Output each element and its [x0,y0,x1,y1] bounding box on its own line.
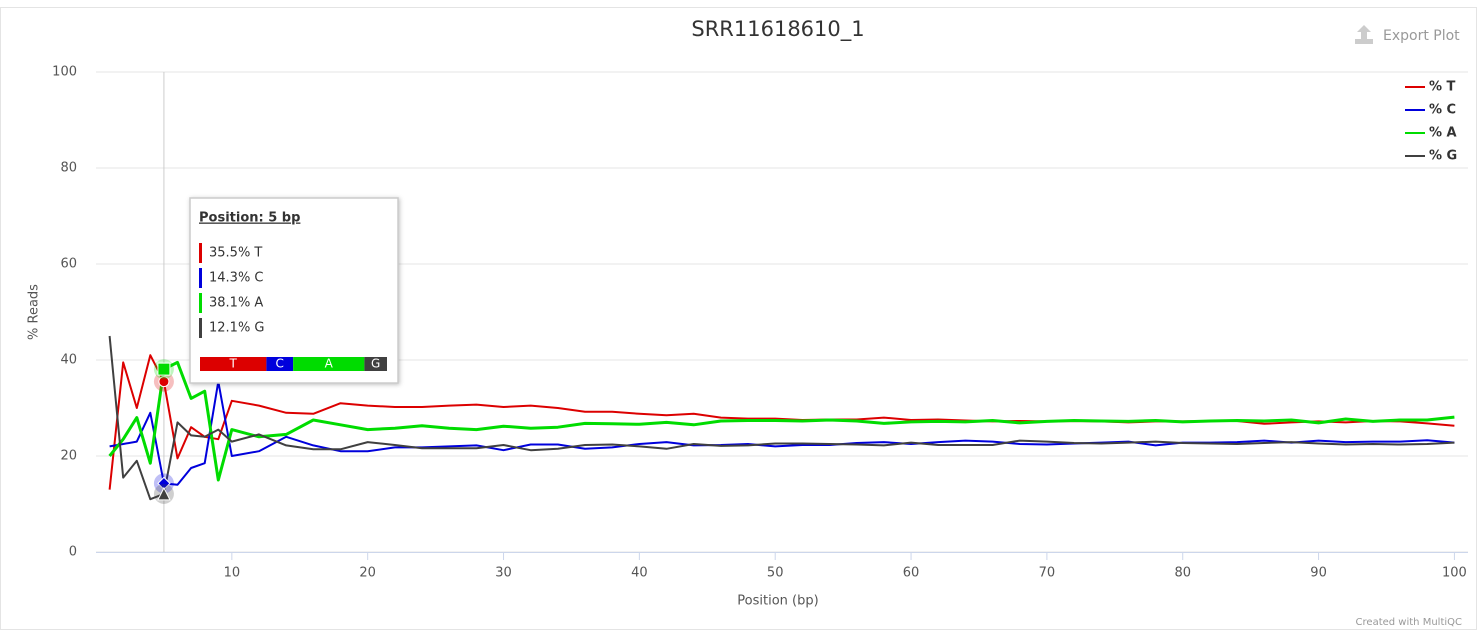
tooltip-title: Position: 5 bp [199,211,300,226]
tooltip-item: 38.1% A [209,296,263,311]
tooltip: Position: 5 bp 35.5% T 14.3% C 38.1% A 12.1%… [189,197,399,384]
x-tick-label: 60 [903,566,920,581]
y-tick-label: 80 [60,161,77,176]
x-tick-label: 50 [767,566,784,581]
y-tick-label: 0 [69,545,77,560]
x-tick-label: 10 [224,566,241,581]
tooltip-swatch [199,243,202,263]
x-tick-label: 40 [631,566,648,581]
tooltip-item: 12.1% G [209,321,265,336]
tooltip-bar-segment [266,357,294,371]
tooltip-bar-label: A [325,357,334,371]
x-tick-label: 20 [359,566,376,581]
export-icon [1355,25,1373,44]
legend-label: % A [1429,126,1457,141]
series-line [108,360,1455,482]
credit: Created with MultiQC [1356,617,1462,628]
series-line [108,335,1455,501]
tooltip-box [189,197,399,384]
export-button[interactable]: Export Plot [1355,25,1460,44]
tooltip-bar-label: C [276,357,284,371]
tooltip-bar-label: G [371,357,380,371]
x-tick-label: 100 [1442,566,1467,581]
y-tick-label: 60 [60,257,77,272]
marker [157,362,171,376]
marker [158,376,170,388]
y-tick-label: 20 [60,449,77,464]
legend-label: % C [1429,103,1456,118]
x-tick-label: 70 [1039,566,1056,581]
tooltip-bar-segment [293,357,365,371]
tooltip-bar-label: T [229,357,238,371]
tooltip-bar-segment [364,357,387,371]
export-label[interactable]: Export Plot [1383,28,1460,44]
tooltip-swatch [199,268,202,288]
chart-title: SRR11618610_1 [691,17,864,42]
tooltip-bar-segment [200,357,267,371]
x-axis-label: Position (bp) [737,594,818,609]
legend-label: % T [1429,80,1456,95]
x-tick-label: 90 [1310,566,1327,581]
legend-label: % G [1429,149,1457,164]
y-tick-label: 40 [60,353,77,368]
tooltip-item: 35.5% T [209,246,262,261]
tooltip-swatch [199,293,202,313]
x-tick-label: 30 [495,566,512,581]
y-axis-label: % Reads [27,284,42,340]
marker [157,486,171,501]
tooltip-swatch [199,318,202,338]
y-tick-label: 100 [52,65,77,80]
x-tick-label: 80 [1174,566,1191,581]
tooltip-item: 14.3% C [209,271,264,286]
